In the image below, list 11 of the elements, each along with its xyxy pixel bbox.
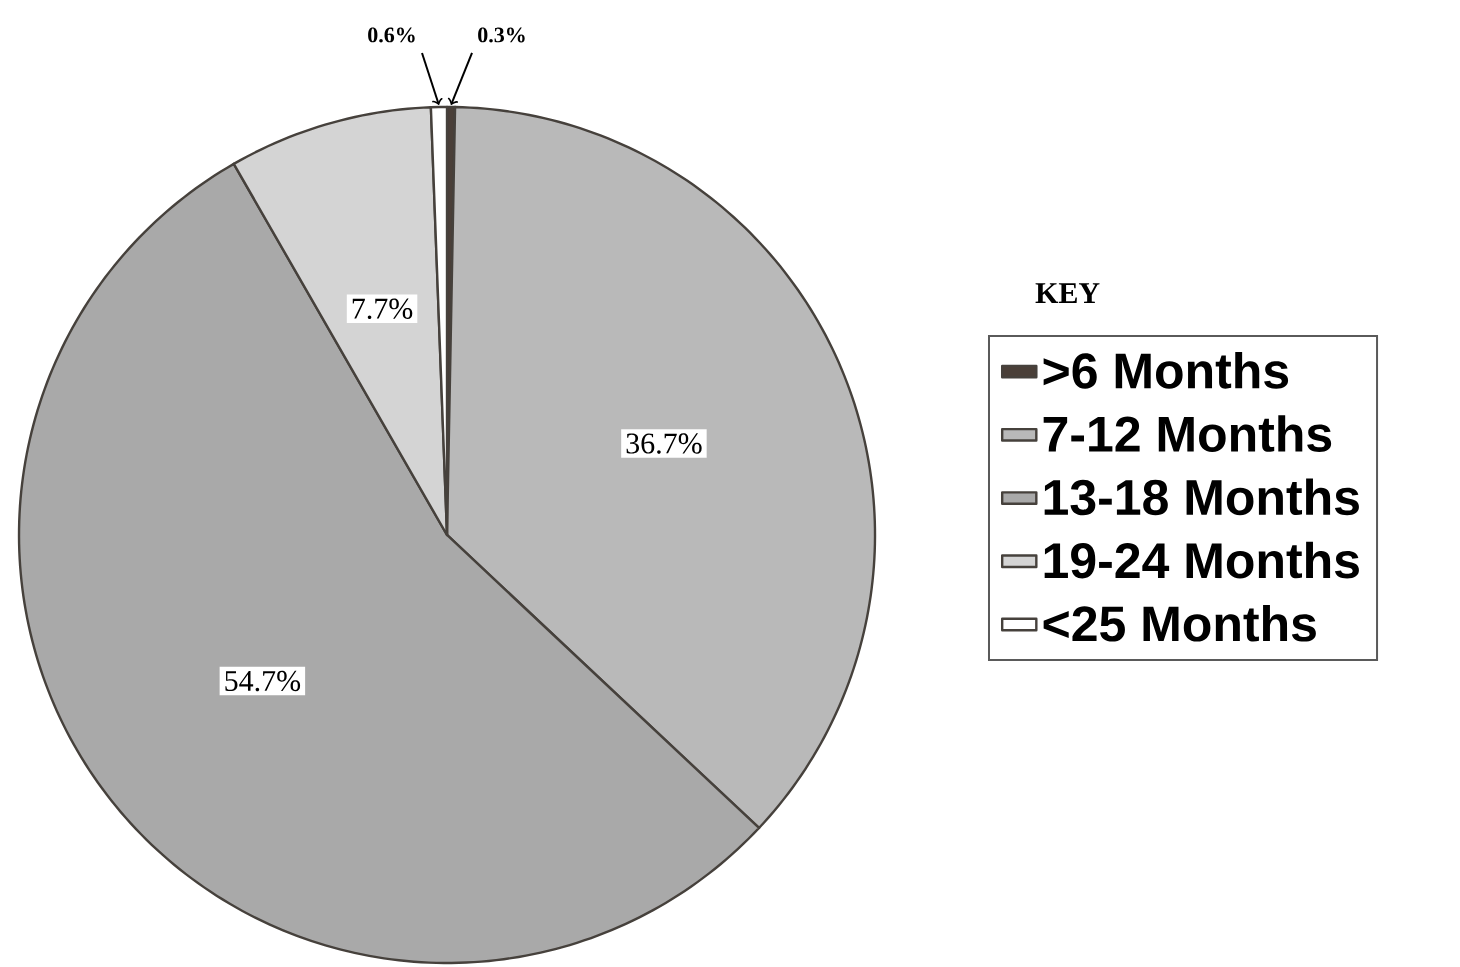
- legend-title: KEY: [1035, 283, 1100, 303]
- data-label: 36.7%: [626, 433, 702, 454]
- data-label: 7.7%: [352, 298, 413, 319]
- legend-label: 7-12 Months: [1043, 415, 1332, 452]
- data-label: 54.7%: [225, 670, 301, 692]
- legend-label: >6 Months: [1043, 351, 1289, 389]
- data-label: 0.6%: [368, 27, 415, 43]
- legend-label: <25 Months: [1043, 604, 1316, 642]
- legend-label: 13-18 Months: [1044, 478, 1359, 516]
- data-label: 0.3%: [478, 27, 525, 43]
- legend-label: 19-24 Months: [1044, 541, 1359, 579]
